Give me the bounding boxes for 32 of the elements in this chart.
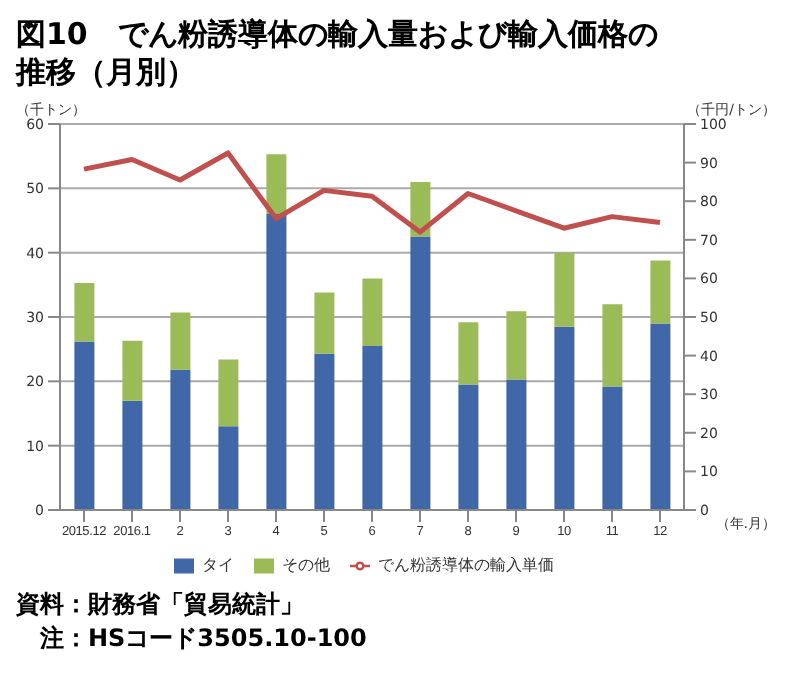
bar <box>170 312 191 370</box>
bar <box>122 340 143 401</box>
bar <box>170 369 191 510</box>
bar <box>602 304 623 387</box>
bar <box>314 353 335 510</box>
legend-label: その他 <box>282 556 330 574</box>
bar <box>362 278 383 346</box>
bar <box>314 292 335 354</box>
bar <box>554 252 575 327</box>
bar <box>458 322 479 385</box>
line-series <box>81 150 663 235</box>
bar <box>506 379 527 510</box>
text: 注：HSコード3505.10-100 <box>38 622 369 656</box>
legend-label: でん粉誘導体の輸入単価 <box>378 556 554 574</box>
bar <box>74 282 95 342</box>
bar <box>410 236 431 510</box>
bar <box>218 359 239 427</box>
bar <box>218 426 239 510</box>
bar <box>458 384 479 510</box>
bar <box>554 326 575 510</box>
bar <box>506 311 527 380</box>
bar <box>266 214 287 510</box>
bar <box>650 260 671 324</box>
bar <box>602 386 623 510</box>
bar <box>122 400 143 510</box>
chart-title: 図10 でん粉誘導体の輸入量および輸入価格の推移（月別） <box>16 16 660 92</box>
bar <box>74 341 95 510</box>
bar <box>362 345 383 510</box>
legend-label: タイ <box>202 556 234 574</box>
text: 資料：財務省「貿易統計」 <box>16 588 306 622</box>
bar <box>650 323 671 510</box>
bar <box>266 154 287 215</box>
